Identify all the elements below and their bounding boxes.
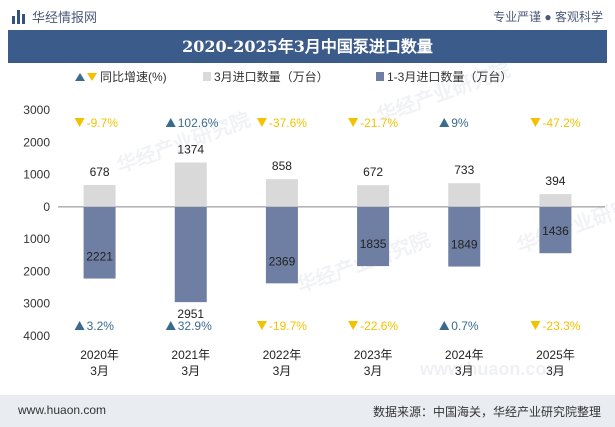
- x-tick-label: 2021年 3月: [171, 348, 210, 378]
- bar-march: [539, 194, 572, 207]
- down-arrow-icon: [530, 118, 541, 127]
- y-tick-label: 4000: [23, 329, 50, 343]
- growth-cumulative-label: 0.7%: [451, 319, 479, 333]
- footer-source: 数据来源：中国海关，华经产业研究院整理: [372, 405, 601, 419]
- down-arrow-icon: [256, 321, 267, 330]
- y-tick-label: 3000: [23, 103, 50, 117]
- y-tick-label: 2000: [23, 135, 50, 149]
- x-tick-label: 2020年 3月: [80, 348, 119, 378]
- bar-cumulative: [448, 206, 481, 267]
- growth-march-label: -9.7%: [87, 116, 119, 130]
- growth-march-label: 9%: [451, 116, 469, 130]
- watermark-url: www.huaon.com: [419, 359, 562, 379]
- y-tick-label: 1000: [23, 232, 50, 246]
- growth-cumulative-label: 3.2%: [87, 319, 115, 333]
- footer: www.huaon.com 数据来源：中国海关，华经产业研究院整理: [0, 395, 615, 427]
- march-value-label: 394: [545, 174, 565, 188]
- march-value-label: 733: [454, 163, 474, 177]
- up-arrow-icon: [74, 321, 85, 330]
- bar-march: [265, 179, 298, 207]
- growth-cumulative-label: -23.3%: [542, 319, 580, 333]
- tagline: 专业严谨 ● 客观科学: [493, 10, 603, 24]
- growth-cumulative-label: 32.9%: [178, 319, 212, 333]
- cumulative-value-label: 2951: [177, 307, 204, 321]
- legend-cumulative-swatch: [376, 72, 384, 81]
- march-value-label: 672: [363, 165, 383, 179]
- bar-cumulative: [357, 206, 390, 267]
- bar-march: [174, 162, 207, 207]
- march-value-label: 858: [272, 159, 292, 173]
- cumulative-value-label: 1849: [451, 238, 478, 252]
- legend-growth-label: 同比增速(%): [100, 70, 167, 84]
- legend-up-arrow-icon: [75, 73, 85, 81]
- y-tick-label: 2000: [23, 264, 50, 278]
- up-arrow-icon: [165, 321, 176, 330]
- x-tick-label: 2025年 3月: [536, 348, 575, 378]
- bar-cumulative: [265, 206, 298, 284]
- bar-march: [357, 185, 390, 207]
- growth-march-label: -47.2%: [542, 116, 580, 130]
- down-arrow-icon: [530, 321, 541, 330]
- legend-march-swatch: [203, 72, 211, 81]
- bar-cumulative: [83, 206, 116, 279]
- y-tick-label: 0: [43, 200, 50, 214]
- y-tick-label: 3000: [23, 297, 50, 311]
- bar-march: [83, 184, 116, 207]
- y-tick-label: 1000: [23, 168, 50, 182]
- bar-cumulative: [174, 206, 207, 303]
- growth-cumulative-label: -19.7%: [269, 319, 307, 333]
- legend-down-arrow-icon: [87, 73, 97, 81]
- cumulative-value-label: 2221: [86, 250, 113, 264]
- up-arrow-icon: [165, 118, 176, 127]
- legend: 同比增速(%) 3月进口数量（万台） 1-3月进口数量（万台）: [75, 69, 512, 84]
- up-arrow-icon: [439, 118, 450, 127]
- down-arrow-icon: [348, 321, 359, 330]
- down-arrow-icon: [74, 118, 85, 127]
- x-tick-label: 2023年 3月: [354, 348, 393, 378]
- down-arrow-icon: [348, 118, 359, 127]
- cumulative-value-label: 1835: [360, 237, 387, 251]
- legend-cumulative-label: 1-3月进口数量（万台）: [387, 69, 512, 84]
- growth-march-label: 102.6%: [178, 116, 219, 130]
- brand-logo-icon: [12, 9, 26, 24]
- growth-march-label: -21.7%: [360, 116, 398, 130]
- top-bar: 华经情报网 专业严谨 ● 客观科学: [0, 0, 615, 30]
- cumulative-value-label: 1436: [542, 224, 569, 238]
- growth-cumulative-label: -22.6%: [360, 319, 398, 333]
- down-arrow-icon: [256, 118, 267, 127]
- chart-svg: 华经产业研究院华经产业研究院华经产业研究院华经产业研究院www.huaon.co…: [23, 63, 615, 379]
- legend-march-label: 3月进口数量（万台）: [214, 69, 329, 84]
- march-value-label: 678: [90, 165, 110, 179]
- x-tick-label: 2022年 3月: [263, 348, 302, 378]
- march-value-label: 1374: [177, 142, 204, 156]
- brand-name: 华经情报网: [32, 10, 98, 25]
- brand: 华经情报网: [12, 7, 97, 26]
- growth-march-label: -37.6%: [269, 116, 307, 130]
- cumulative-value-label: 2369: [269, 254, 296, 268]
- bar-cumulative: [539, 206, 572, 254]
- chart-title: 2020-2025年3月中国泵进口数量: [8, 30, 607, 63]
- x-tick-label: 2024年 3月: [445, 348, 484, 378]
- bar-march: [448, 183, 481, 207]
- up-arrow-icon: [439, 321, 450, 330]
- footer-url: www.huaon.com: [18, 403, 107, 417]
